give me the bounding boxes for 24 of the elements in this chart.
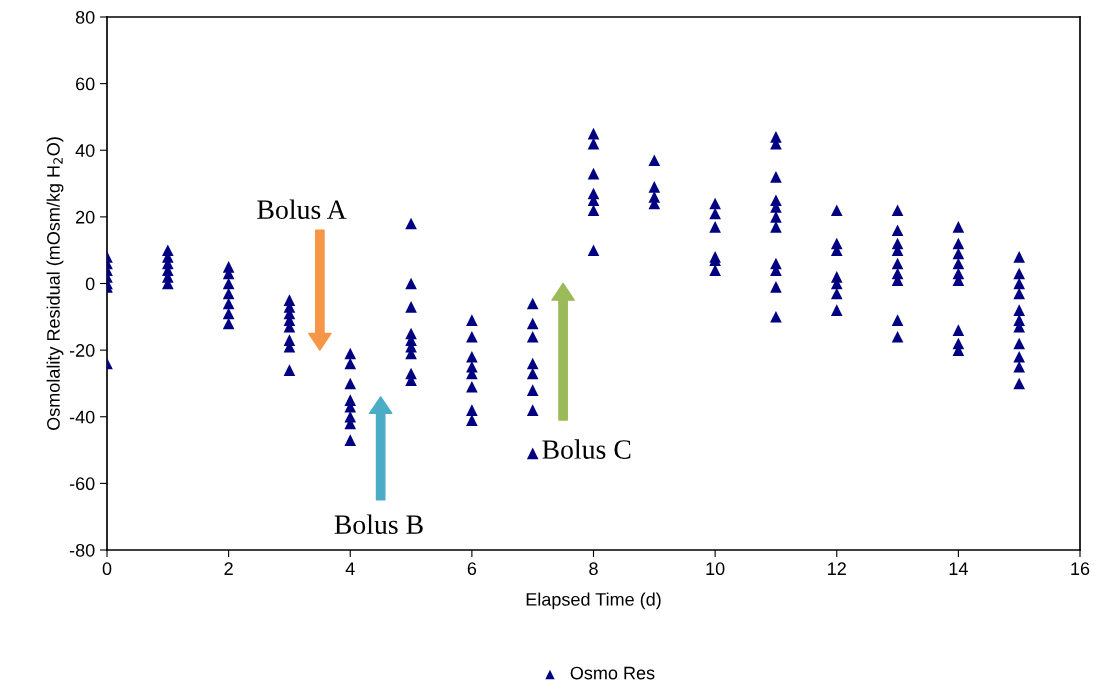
y-tick-label: -20 bbox=[69, 344, 95, 357]
y-tick-label: 40 bbox=[75, 144, 95, 157]
y-tick-label: 60 bbox=[76, 77, 95, 91]
x-tick-label: 14 bbox=[949, 562, 968, 575]
y-tick-label: -60 bbox=[69, 477, 95, 491]
x-tick-label: 12 bbox=[828, 562, 846, 575]
x-axis-title: Elapsed Time (d) bbox=[526, 592, 661, 610]
y-tick-label: -80 bbox=[69, 543, 95, 557]
y-tick-label: 80 bbox=[75, 10, 95, 24]
y-axis-title: Osmolality Residual (mOsm/kg H$_{2}$O) bbox=[46, 137, 64, 430]
x-tick-label: 10 bbox=[706, 562, 725, 576]
x-tick-label: 16 bbox=[1071, 562, 1090, 576]
legend-label: Osmo Res bbox=[570, 666, 655, 680]
y-tick-label: -40 bbox=[69, 410, 95, 424]
annotation: Bolus B bbox=[334, 514, 423, 535]
x-tick-label: 2 bbox=[224, 562, 233, 575]
x-tick-label: 8 bbox=[589, 562, 598, 576]
y-tick-label: 0 bbox=[85, 277, 95, 291]
x-tick-label: 6 bbox=[467, 562, 477, 576]
annotation: Bolus C bbox=[542, 439, 631, 459]
y-tick-label: 20 bbox=[76, 210, 95, 224]
x-tick-label: 4 bbox=[345, 562, 355, 575]
x-tick-label: 0 bbox=[102, 562, 112, 576]
annotation: Bolus A bbox=[257, 199, 347, 220]
